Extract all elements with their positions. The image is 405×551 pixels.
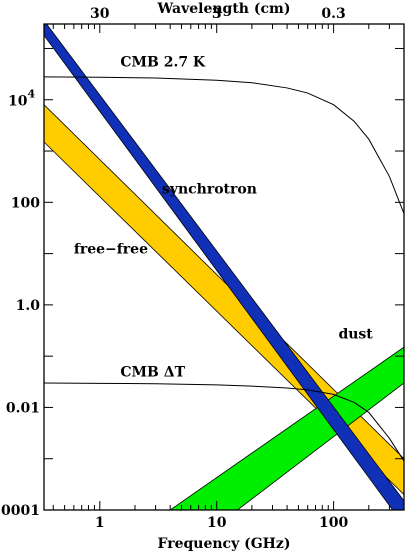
x-tick-label: 100: [319, 515, 348, 531]
plot-frame: [43, 23, 405, 511]
y-tick-label: 1.0: [16, 298, 41, 314]
annotation-synchrotron: synchrotron: [162, 181, 257, 197]
x2-tick-label: 3: [212, 6, 222, 22]
y-tick-label: .0001: [0, 503, 40, 519]
y-tick-power-base: 10: [8, 94, 28, 110]
band-layer: [44, 24, 404, 510]
x2-tick-label: 30: [90, 6, 110, 22]
curve-cmb-t: [44, 382, 404, 462]
x-tick-label: 1: [95, 515, 105, 531]
y-tick-power-exponent: 4: [27, 88, 35, 101]
y-tick-label-power: 104: [8, 88, 35, 110]
x2-tick-label: 0.3: [321, 6, 345, 22]
curve-layer: [44, 76, 404, 462]
tick-layer: [44, 24, 405, 511]
annotation-dust: dust: [338, 327, 373, 343]
x-axis-title: Frequency (GHz): [158, 536, 291, 551]
annotation-cmb-t: CMB ΔT: [120, 365, 185, 381]
x2-axis-title: Wavelength (cm): [157, 1, 291, 17]
y-tick-label: 100: [11, 195, 40, 211]
y-tick-label: 0.01: [6, 400, 40, 416]
annotation-free-free: free−free: [74, 242, 148, 258]
annotation-cmb-2-7-k: CMB 2.7 K: [120, 54, 206, 70]
curve-cmb-2-7-k: [44, 76, 404, 214]
band-synchrotron: [44, 24, 404, 510]
x-tick-label: 10: [207, 515, 227, 531]
